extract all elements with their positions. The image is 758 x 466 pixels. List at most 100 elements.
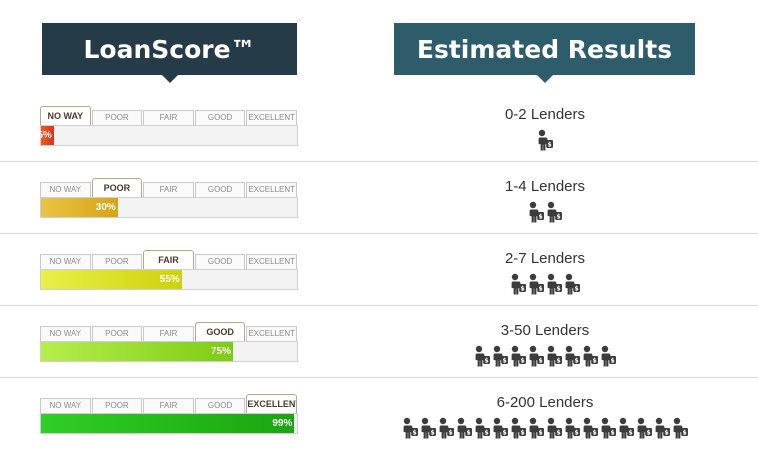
lender-money-icon: $: [509, 417, 527, 439]
lender-money-icon: $: [545, 273, 563, 295]
score-tab: GOOD: [194, 182, 246, 197]
score-meter: NO WAY POOR FAIR GOOD EXCELLENT 75%: [40, 322, 298, 362]
score-meter: NO WAY POOR FAIR GOOD EXCELLENT 30%: [40, 178, 298, 218]
lender-money-icon: $: [509, 345, 527, 367]
lender-money-icon: $: [437, 417, 455, 439]
score-percent: 5%: [37, 130, 52, 141]
svg-text:$: $: [449, 430, 453, 437]
svg-text:$: $: [521, 358, 525, 365]
lenders-range: 2-7 Lenders: [504, 250, 586, 267]
lender-money-icon: $: [617, 417, 635, 439]
score-tab: FAIR: [143, 398, 194, 413]
svg-text:$: $: [557, 286, 561, 293]
estimated-result: 1-4 Lenders $ $: [380, 177, 710, 223]
lender-icons: $ $ $ $ $ $ $ $: [380, 345, 710, 367]
score-row: NO WAY POOR FAIR GOOD EXCELLENT 30% 1-4 Lender…: [0, 162, 758, 234]
svg-text:$: $: [485, 430, 489, 437]
score-meter: NO WAY POOR FAIR GOOD EXCELLENT 5%: [37, 106, 298, 146]
svg-text:$: $: [611, 358, 615, 365]
score-row: NO WAY POOR FAIR GOOD EXCELLENT 5% 0-2 Lenders…: [0, 90, 758, 162]
score-tab: NO WAY: [40, 398, 91, 413]
estimated-result: 2-7 Lenders $ $ $ $: [380, 249, 710, 295]
estimated-result: 6-200 Lenders $ $ $ $ $ $ $ $ $ $ $ $ $ $ $ $: [380, 393, 710, 439]
lender-icons: $ $ $ $: [380, 273, 710, 295]
estimated-results-header: Estimated Results: [394, 23, 695, 83]
svg-text:$: $: [539, 214, 543, 221]
lender-money-icon: $: [581, 417, 599, 439]
lender-money-icon: $: [473, 417, 491, 439]
score-tab: POOR: [91, 178, 143, 197]
loanscore-header: LoanScore™: [42, 23, 297, 83]
score-tab: NO WAY: [40, 326, 91, 341]
score-bar-track: 55%: [40, 269, 298, 290]
lender-icons: $ $ $ $ $ $ $ $ $ $ $ $ $ $ $ $: [380, 417, 710, 439]
score-bar-fill: 55%: [41, 270, 182, 289]
lender-money-icon: $: [635, 417, 653, 439]
score-tab: EXCELLENT: [246, 254, 297, 269]
estimated-result: 3-50 Lenders $ $ $ $ $ $ $ $: [380, 321, 710, 367]
score-percent: 55%: [159, 274, 180, 285]
svg-text:$: $: [575, 286, 579, 293]
score-meter: NO WAY POOR FAIR GOOD EXCELLENT 55%: [40, 250, 298, 290]
lender-money-icon: $: [401, 417, 419, 439]
score-tabs: NO WAY POOR FAIR GOOD EXCELLENT: [40, 250, 298, 269]
score-tab: NO WAY: [40, 254, 91, 269]
lender-money-icon: $: [671, 417, 689, 439]
score-tab: EXCELLENT: [246, 110, 297, 125]
svg-text:$: $: [539, 430, 543, 437]
lender-money-icon: $: [527, 273, 545, 295]
svg-text:$: $: [548, 142, 552, 149]
lender-icons: $ $: [380, 201, 710, 223]
score-row: NO WAY POOR FAIR GOOD EXCELLENT 55% 2-7 Lender…: [0, 234, 758, 306]
lender-money-icon: $: [563, 345, 581, 367]
svg-text:$: $: [539, 286, 543, 293]
lender-money-icon: $: [491, 345, 509, 367]
score-tabs: NO WAY POOR FAIR GOOD EXCELLENT: [40, 322, 298, 341]
lender-money-icon: $: [581, 345, 599, 367]
estimated-result: 0-2 Lenders $: [380, 105, 710, 151]
svg-text:$: $: [431, 430, 435, 437]
score-tabs: NO WAY POOR FAIR GOOD EXCELLENT: [40, 394, 298, 413]
score-bar-fill: 75%: [41, 342, 233, 361]
score-tab: POOR: [91, 110, 143, 125]
score-tab: EXCELLENT: [246, 182, 297, 197]
svg-text:$: $: [683, 430, 687, 437]
lender-money-icon: $: [653, 417, 671, 439]
lender-money-icon: $: [545, 345, 563, 367]
score-percent: 75%: [210, 346, 231, 357]
svg-text:$: $: [575, 358, 579, 365]
lender-money-icon: $: [491, 417, 509, 439]
score-row: NO WAY POOR FAIR GOOD EXCELLENT 75% 3-50 Lende…: [0, 306, 758, 378]
score-tab: FAIR: [143, 110, 194, 125]
score-bar-track: 5%: [37, 125, 298, 146]
svg-text:$: $: [503, 358, 507, 365]
score-bar-track: 99%: [40, 413, 298, 434]
svg-text:$: $: [503, 430, 507, 437]
score-tabs: NO WAY POOR FAIR GOOD EXCELLENT: [40, 106, 298, 125]
lenders-range: 6-200 Lenders: [496, 394, 594, 411]
score-bar-track: 30%: [40, 197, 298, 218]
score-bar-track: 75%: [40, 341, 298, 362]
lender-money-icon: $: [527, 417, 545, 439]
svg-text:$: $: [539, 358, 543, 365]
score-tab: POOR: [91, 398, 143, 413]
score-tab: GOOD: [194, 322, 246, 341]
score-bar-fill: 30%: [41, 198, 118, 217]
lender-money-icon: $: [545, 417, 563, 439]
score-tab: EXCELLENT: [246, 326, 297, 341]
score-meter: NO WAY POOR FAIR GOOD EXCELLENT 99%: [40, 394, 298, 434]
score-tab: FAIR: [143, 250, 194, 269]
lender-money-icon: $: [419, 417, 437, 439]
score-tab: GOOD: [194, 398, 246, 413]
score-tab: FAIR: [143, 326, 194, 341]
score-bar-fill: 5%: [37, 126, 54, 145]
svg-text:$: $: [575, 430, 579, 437]
lender-money-icon: $: [563, 417, 581, 439]
lender-money-icon: $: [473, 345, 491, 367]
svg-text:$: $: [467, 430, 471, 437]
svg-text:$: $: [485, 358, 489, 365]
score-rows: NO WAY POOR FAIR GOOD EXCELLENT 5% 0-2 Lenders…: [0, 90, 758, 450]
lender-money-icon: $: [536, 129, 554, 151]
score-percent: 99%: [272, 418, 293, 429]
lender-money-icon: $: [563, 273, 581, 295]
